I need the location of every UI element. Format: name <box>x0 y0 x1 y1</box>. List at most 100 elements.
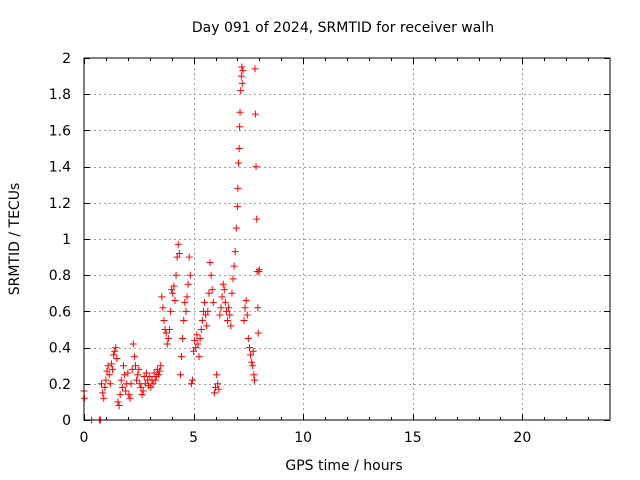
data-point <box>163 340 171 348</box>
data-point <box>236 108 244 116</box>
data-point <box>254 329 262 337</box>
data-point <box>173 253 181 261</box>
data-point <box>245 344 253 352</box>
data-point <box>190 347 198 355</box>
data-point <box>226 311 234 319</box>
data-point <box>214 380 222 388</box>
grid-lines <box>84 58 610 420</box>
data-point <box>248 358 256 366</box>
data-point <box>117 376 125 384</box>
data-point <box>102 376 110 384</box>
chart-title: Day 091 of 2024, SRMTID for receiver wal… <box>192 20 494 36</box>
data-point <box>116 391 124 399</box>
plot-frame <box>83 57 611 421</box>
y-tick-label: 0.2 <box>49 377 71 393</box>
data-point <box>188 376 196 384</box>
data-point <box>217 304 225 312</box>
data-point <box>183 293 191 301</box>
data-point <box>194 340 202 348</box>
data-point <box>197 326 205 333</box>
data-point <box>206 259 214 267</box>
data-point <box>234 184 242 192</box>
y-axis-label: SRMTID / TECUs <box>7 183 23 296</box>
data-point <box>128 365 136 373</box>
data-point <box>107 360 115 368</box>
data-point <box>172 271 180 279</box>
data-point <box>122 387 130 395</box>
y-tick-label: 1.8 <box>49 87 71 103</box>
x-tick-label: 5 <box>189 430 198 446</box>
data-point <box>201 298 209 306</box>
data-point <box>169 289 177 297</box>
data-point <box>251 110 259 118</box>
data-point <box>141 380 149 388</box>
data-point <box>252 163 260 171</box>
data-point <box>100 394 108 402</box>
data-point <box>209 298 217 306</box>
data-point <box>218 293 226 301</box>
data-point <box>150 369 158 377</box>
data-point <box>98 380 106 388</box>
x-tick-label: 10 <box>294 430 312 446</box>
data-point <box>151 376 159 384</box>
data-point <box>149 380 157 388</box>
data-point <box>127 380 135 388</box>
data-point <box>182 307 190 315</box>
data-point <box>191 336 199 344</box>
data-point <box>178 353 186 361</box>
data-point <box>255 266 263 274</box>
data-point <box>147 383 155 391</box>
data-point <box>156 367 164 375</box>
data-point <box>204 307 212 315</box>
y-tick-label: 2 <box>62 51 71 67</box>
y-tick-label: 0.4 <box>49 341 71 357</box>
data-point <box>247 351 255 359</box>
data-point <box>238 79 246 87</box>
data-point <box>159 304 167 312</box>
data-point <box>219 280 227 288</box>
data-point <box>126 394 134 402</box>
data-point <box>243 311 251 319</box>
data-point <box>101 383 109 391</box>
y-tick-label: 0.6 <box>49 304 71 320</box>
y-tick-label: 0 <box>62 413 71 429</box>
data-point <box>129 340 137 348</box>
y-tick-label: 1 <box>62 232 71 248</box>
data-point <box>105 371 113 379</box>
data-point <box>253 215 261 223</box>
data-point <box>137 383 145 391</box>
data-point <box>210 389 218 397</box>
data-point <box>235 159 243 167</box>
data-point <box>236 123 244 131</box>
data-point <box>224 316 232 324</box>
data-point <box>132 362 140 370</box>
data-point <box>118 383 126 391</box>
y-tick-label: 1.2 <box>49 196 71 212</box>
data-point <box>104 362 112 370</box>
data-point <box>171 297 179 305</box>
data-point <box>232 224 240 232</box>
data-point <box>184 280 192 288</box>
data-point <box>237 87 245 95</box>
data-point <box>203 322 211 330</box>
data-point <box>198 316 206 324</box>
data-point <box>111 347 119 355</box>
y-tick-labels: 0 0.2 0.4 0.6 0.8 1 1.2 1.4 1.6 1.8 2 <box>49 51 71 429</box>
x-tick-label: 15 <box>404 430 422 446</box>
data-point <box>244 335 252 343</box>
data-point <box>119 362 127 370</box>
y-tick-label: 1.4 <box>49 160 71 176</box>
data-point <box>176 371 184 379</box>
data-point <box>185 253 193 261</box>
data-point <box>106 380 114 388</box>
data-point <box>181 298 189 306</box>
data-point <box>216 311 224 319</box>
y-tick-label: 1.6 <box>49 123 71 139</box>
y-tick-label: 0.8 <box>49 268 71 284</box>
data-point <box>168 286 176 294</box>
data-point <box>220 286 228 294</box>
data-point <box>207 271 215 279</box>
data-point <box>142 369 150 377</box>
data-point <box>215 385 223 393</box>
